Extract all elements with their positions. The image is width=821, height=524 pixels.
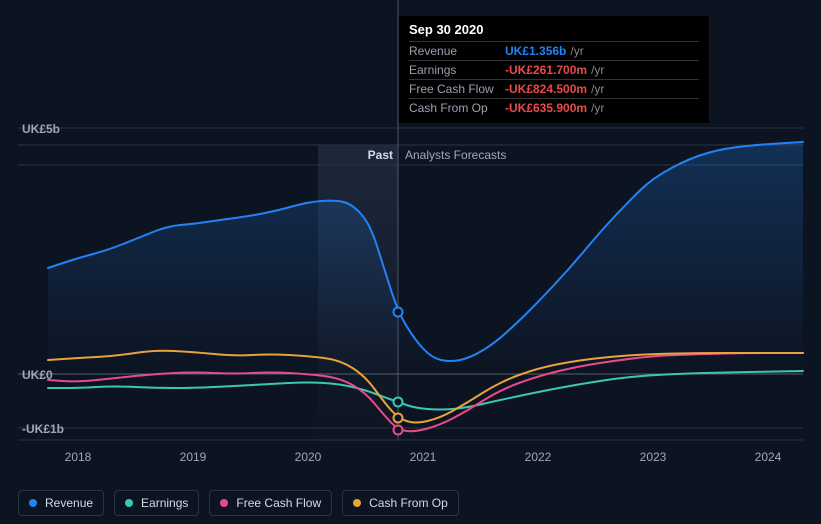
- legend-dot-cfo: [353, 499, 361, 507]
- chart-tooltip: Sep 30 2020 RevenueUK£1.356b/yrEarnings-…: [399, 16, 709, 123]
- tooltip-row: Earnings-UK£261.700m/yr: [409, 60, 699, 79]
- legend-item-earnings[interactable]: Earnings: [114, 490, 199, 516]
- x-axis-label: 2022: [525, 450, 552, 464]
- legend-label-revenue: Revenue: [45, 496, 93, 510]
- forecast-section-label: Analysts Forecasts: [405, 148, 506, 162]
- legend-item-revenue[interactable]: Revenue: [18, 490, 104, 516]
- legend-item-cfo[interactable]: Cash From Op: [342, 490, 459, 516]
- chart-legend: Revenue Earnings Free Cash Flow Cash Fro…: [18, 490, 459, 516]
- x-axis-label: 2021: [410, 450, 437, 464]
- legend-dot-revenue: [29, 499, 37, 507]
- legend-label-cfo: Cash From Op: [369, 496, 448, 510]
- y-axis-label-0: UK£0: [22, 368, 53, 382]
- legend-dot-fcf: [220, 499, 228, 507]
- tooltip-row: Cash From Op-UK£635.900m/yr: [409, 98, 699, 117]
- legend-dot-earnings: [125, 499, 133, 507]
- x-axis-label: 2018: [65, 450, 92, 464]
- legend-label-fcf: Free Cash Flow: [236, 496, 321, 510]
- x-axis-label: 2024: [755, 450, 782, 464]
- tooltip-date: Sep 30 2020: [409, 22, 699, 41]
- legend-label-earnings: Earnings: [141, 496, 188, 510]
- x-axis-label: 2019: [180, 450, 207, 464]
- x-axis-label: 2023: [640, 450, 667, 464]
- tooltip-row: RevenueUK£1.356b/yr: [409, 41, 699, 60]
- legend-item-fcf[interactable]: Free Cash Flow: [209, 490, 332, 516]
- tooltip-row: Free Cash Flow-UK£824.500m/yr: [409, 79, 699, 98]
- x-axis-label: 2020: [295, 450, 322, 464]
- y-axis-label-5b: UK£5b: [22, 122, 60, 136]
- y-axis-label-neg1b: -UK£1b: [22, 422, 64, 436]
- past-section-label: Past: [368, 148, 393, 162]
